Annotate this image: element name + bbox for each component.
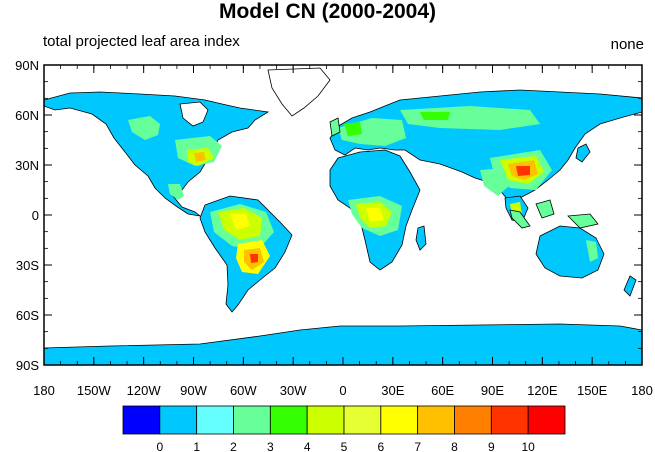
new-guinea [567,213,599,229]
british-isles [329,117,341,137]
longitude-tick-label: 0 [339,383,346,398]
colorbar-swatch [380,405,419,435]
latitude-tick-label: 30N [15,158,39,173]
siberia-bright-green [420,112,450,120]
latitude-tick-label: 60S [16,308,39,323]
colorbar-label: 9 [488,440,495,452]
colorbar-label: 8 [451,440,458,452]
australia-green-east [586,240,598,262]
longitude-tick-label: 90E [481,383,504,398]
longitude-tick-label: 120E [527,383,558,398]
continent-africa [329,149,427,271]
southeast-brazil-red [250,254,258,263]
sumatra [509,209,531,229]
colorbar-swatch [306,405,345,435]
axis-ticks [43,64,643,366]
colorbar-label: 3 [267,440,274,452]
colorbar-swatch [159,405,198,435]
colorbar-swatch [122,405,161,435]
continent-north-america [44,91,270,217]
colorbar-label: 4 [304,440,311,452]
colorbar-swatch [269,405,308,435]
longitude-tick-label: 30W [280,383,307,398]
colorbar-swatch [527,405,566,435]
longitude-labels: 180 150W 120W 90W 60W 30W 0 30E 60E 90E 120E 150E 18… [33,383,653,398]
madagascar [415,225,427,251]
longitude-tick-label: 30E [381,383,404,398]
colorbar-swatch [417,405,455,435]
colorbar-label: 5 [341,440,348,452]
latitude-tick-label: 90N [15,58,39,73]
longitude-tick-label: 150E [577,383,608,398]
latitude-tick-label: 0 [32,208,39,223]
colorbar: 0 1 2 3 4 5 6 7 8 9 10 [122,405,566,452]
hudson-bay [179,101,209,127]
colorbar-swatch [343,405,382,435]
latitude-tick-label: 60N [15,108,39,123]
map-title: Model CN (2000-2004) [218,0,437,23]
new-zealand [623,275,637,297]
greenland-outline [267,67,331,117]
central-africa-bright-yellow [366,208,384,222]
units-label: none [610,36,644,53]
europe-bright-green [344,122,362,136]
continent-greenland [267,67,331,117]
central-america-green [168,184,184,200]
longitude-tick-label: 180 [33,383,55,398]
east-china-red [516,166,530,176]
colorbar-label: 6 [377,440,384,452]
colorbar-label: 0 [156,440,163,452]
north-america-orange [194,152,206,162]
borneo [535,199,555,219]
colorbar-label: 2 [230,440,237,452]
longitude-tick-label: 180 [631,383,653,398]
colorbar-swatch [233,405,271,435]
latitude-tick-label: 30S [16,258,39,273]
australia-base [535,225,605,279]
colorbar-label: 10 [521,440,535,452]
antarctica-base [44,323,642,365]
longitude-tick-label: 90W [180,383,207,398]
continent-antarctica [44,323,642,365]
longitude-tick-label: 150W [77,383,112,398]
colorbar-swatch [454,405,492,435]
latitude-tick-label: 90S [16,358,39,373]
amazon-yellow-bright [230,214,250,230]
colorbar-swatch [196,405,234,435]
latitude-labels: 90N 60N 30N 0 30S 60S 90S [15,58,39,373]
longitude-tick-label: 60E [431,383,454,398]
colorbar-label: 7 [414,440,421,452]
continent-oceania [509,199,637,297]
colorbar-label: 1 [193,440,200,452]
land-layer [44,67,642,365]
north-america-green-west [128,116,160,140]
continent-eurasia [329,89,642,223]
japan [575,143,591,163]
longitude-tick-label: 120W [127,383,162,398]
continent-south-america [199,195,293,313]
colorbar-swatch [490,405,529,435]
longitude-tick-label: 60W [230,383,257,398]
variable-label: total projected leaf area index [43,33,240,50]
